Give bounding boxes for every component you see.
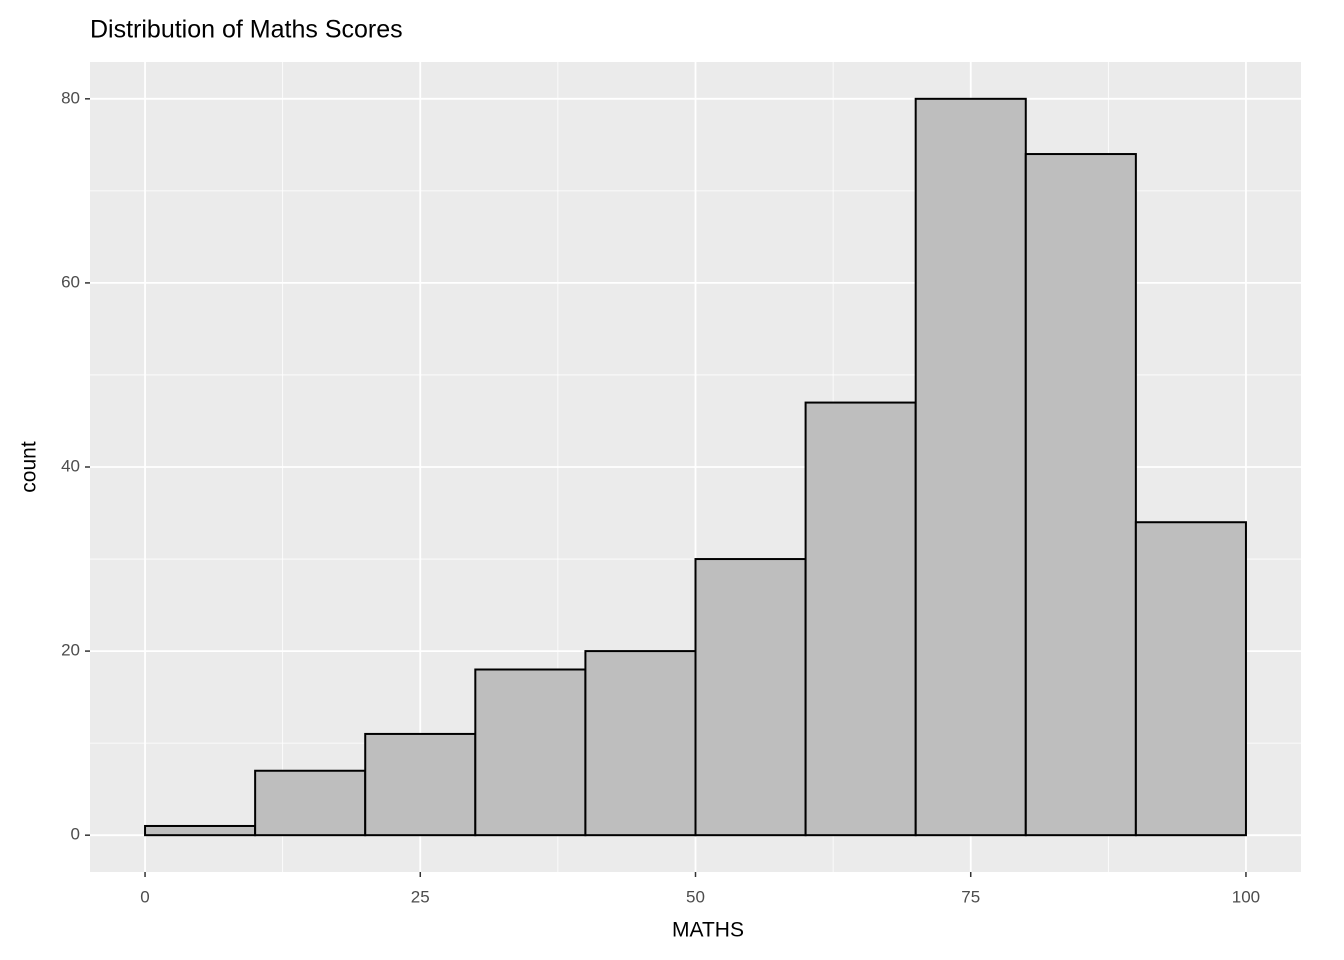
bar [474,668,587,837]
bar [694,558,807,837]
bar [584,650,697,837]
y-tick-label: 80 [61,88,80,107]
bar [1134,521,1247,837]
bar [1024,153,1137,837]
bar [254,769,367,837]
y-tick-label: 0 [71,825,80,844]
bar [804,401,917,837]
x-tick-label: 100 [1232,887,1260,906]
x-axis-title: MATHS [672,919,744,942]
bar [144,824,257,837]
x-tick-label: 50 [686,887,705,906]
y-tick-label: 20 [61,641,80,660]
x-tick-label: 75 [961,887,980,906]
y-tick-label: 40 [61,456,80,475]
bar [914,97,1027,837]
x-tick-label: 25 [411,887,430,906]
y-axis-title: count [18,441,41,493]
x-tick-label: 0 [140,887,149,906]
y-tick-label: 60 [61,272,80,291]
bar [364,732,477,837]
chart-title: Distribution of Maths Scores [90,16,403,44]
